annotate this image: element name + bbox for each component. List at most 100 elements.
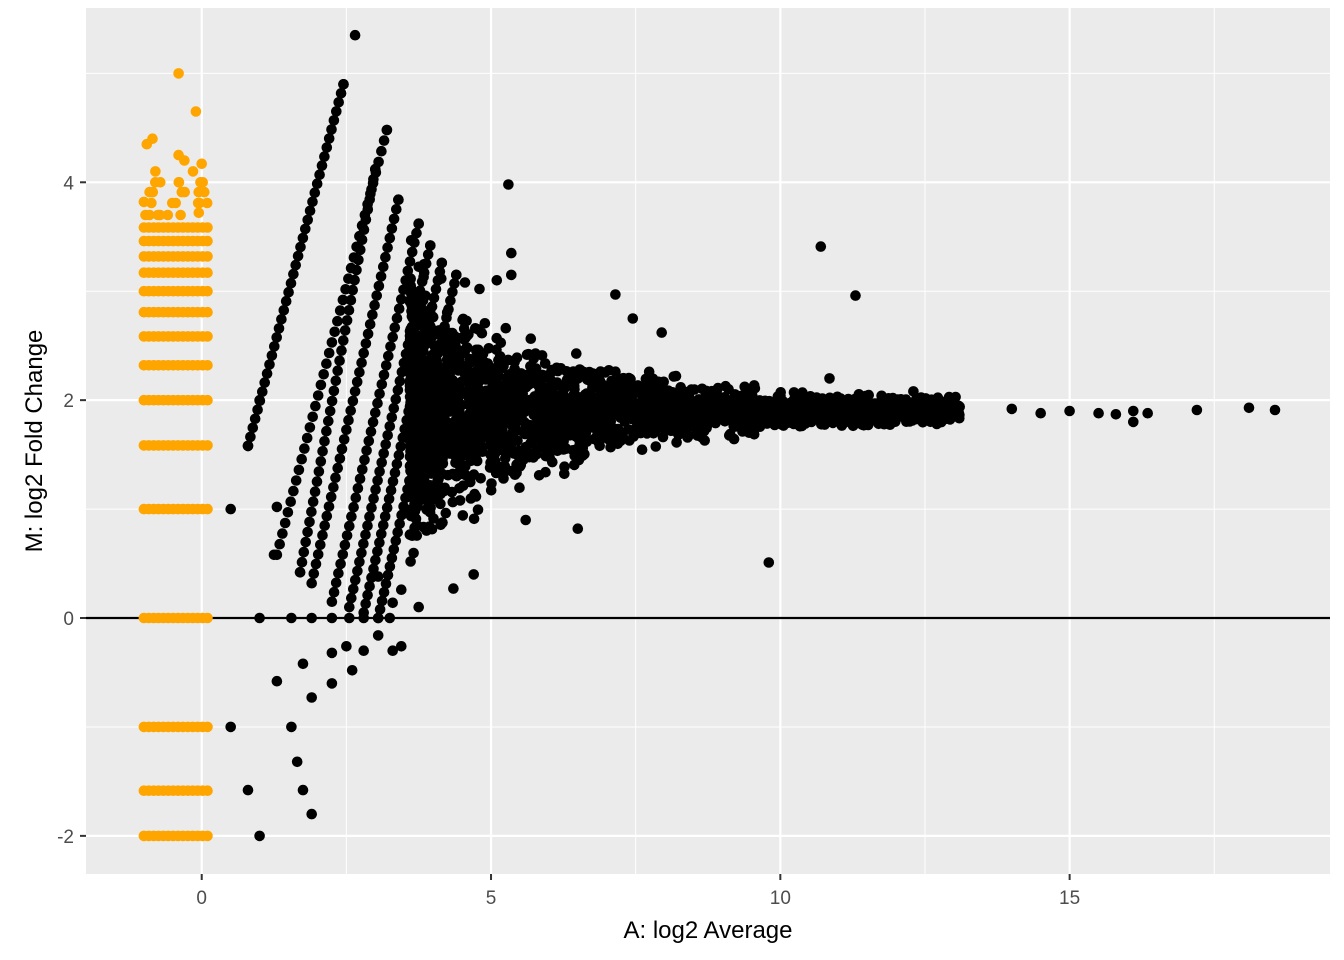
data-point: [428, 292, 440, 304]
data-point: [356, 357, 367, 369]
data-point: [396, 509, 407, 521]
data-point: [179, 155, 190, 166]
data-point: [1128, 405, 1139, 417]
data-point: [619, 389, 630, 400]
data-point: [304, 205, 316, 217]
data-point: [506, 269, 517, 281]
data-point: [366, 184, 377, 195]
data-point: [469, 419, 480, 431]
data-point: [453, 466, 465, 478]
data-point: [541, 394, 552, 406]
data-point: [607, 379, 619, 391]
data-point: [490, 467, 502, 479]
data-point: [671, 437, 682, 448]
data-point: [357, 464, 368, 475]
data-point: [439, 321, 450, 332]
data-point: [532, 443, 544, 454]
data-point: [404, 475, 415, 487]
data-point: [370, 163, 381, 175]
data-point: [334, 453, 346, 464]
data-point: [328, 385, 340, 397]
data-point: [372, 397, 383, 409]
data-point: [509, 469, 521, 481]
data-point: [351, 376, 363, 388]
data-point: [225, 503, 236, 515]
data-point: [1093, 407, 1104, 419]
data-point: [341, 315, 353, 326]
data-point: [335, 558, 346, 570]
data-point: [497, 357, 509, 369]
data-point: [873, 403, 884, 415]
data-point: [625, 412, 637, 423]
data-point: [331, 106, 342, 117]
data-point: [414, 285, 426, 297]
data-point: [380, 251, 391, 263]
data-point: [862, 419, 874, 431]
data-point: [202, 830, 213, 842]
data-point: [389, 467, 401, 479]
data-point: [594, 405, 605, 416]
data-point: [318, 369, 330, 380]
data-point: [429, 363, 441, 375]
data-point: [573, 454, 585, 466]
data-point: [434, 266, 446, 277]
data-point: [628, 431, 639, 442]
data-point: [312, 549, 324, 560]
data-point: [391, 458, 403, 470]
data-point: [406, 466, 417, 478]
data-point: [408, 312, 420, 324]
data-point: [341, 530, 353, 541]
data-point: [454, 495, 466, 506]
data-point: [378, 587, 390, 598]
data-point: [192, 197, 204, 209]
data-point: [408, 547, 419, 559]
data-point: [300, 536, 312, 548]
data-point: [367, 416, 379, 428]
data-point: [1243, 402, 1255, 414]
data-point: [245, 431, 256, 443]
data-point: [278, 305, 290, 316]
data-point: [522, 369, 534, 381]
data-point: [387, 597, 399, 609]
data-point: [954, 401, 965, 413]
data-point: [486, 440, 497, 452]
data-point: [411, 227, 422, 239]
data-point: [404, 529, 416, 541]
data-point: [306, 577, 318, 589]
data-point: [508, 427, 519, 439]
data-point: [358, 224, 370, 235]
data-point: [304, 516, 315, 528]
data-point: [736, 409, 747, 420]
data-point: [682, 432, 693, 443]
data-point: [567, 445, 579, 456]
data-point: [190, 106, 202, 117]
data-point: [695, 413, 706, 425]
data-point: [381, 124, 393, 136]
data-point: [323, 347, 335, 359]
data-point: [162, 209, 174, 221]
data-point: [337, 549, 349, 560]
data-point: [273, 323, 285, 334]
data-point: [361, 445, 372, 456]
data-point: [525, 333, 537, 345]
data-point: [539, 358, 551, 369]
data-point: [657, 431, 669, 443]
data-point: [376, 457, 388, 468]
data-point: [453, 407, 464, 418]
data-point: [496, 435, 507, 446]
data-point: [368, 563, 379, 575]
data-point: [899, 403, 911, 415]
data-point: [423, 389, 435, 401]
data-point: [514, 482, 525, 494]
data-point: [358, 347, 370, 359]
data-point: [418, 267, 430, 278]
data-point: [353, 254, 364, 266]
data-point: [337, 294, 349, 306]
data-point: [681, 407, 692, 418]
x-axis: 0 5 10 15: [196, 874, 1080, 909]
data-point: [306, 692, 318, 703]
data-point: [431, 355, 443, 367]
data-point: [790, 391, 801, 403]
data-point: [365, 426, 377, 437]
data-point: [408, 458, 419, 469]
